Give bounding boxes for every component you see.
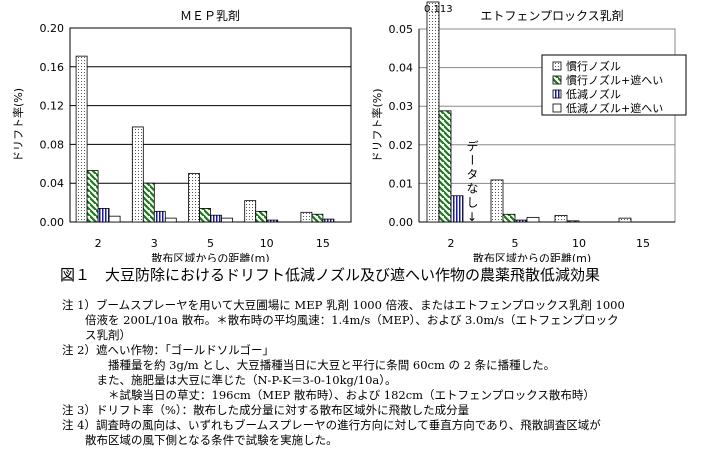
- plot-area: [69, 27, 352, 223]
- note-line: 散布区域の風下側となる条件で試験を実施した。: [62, 433, 338, 447]
- bar: [566, 220, 580, 223]
- bar: [300, 211, 313, 223]
- x-tick-label: 2: [448, 237, 455, 250]
- note-line: ＊試験当日の草丈：196cm（MEP 散布時）、および 182cm（エトフェンプ…: [62, 388, 595, 402]
- bar: [199, 208, 211, 223]
- y-tick-label: 0.03: [389, 100, 414, 113]
- note-line: 注 1）ブームスプレーヤを用いて大豆圃場に MEP 乳剤 1000 倍液、または…: [62, 298, 625, 312]
- bar: [526, 216, 540, 223]
- figure-caption: 図１ 大豆防除におけるドリフト低減ノズル及び遮へい作物の農薬飛散低減効果: [60, 266, 601, 284]
- x-tick-label: 15: [316, 237, 330, 250]
- legend-swatch: [552, 75, 562, 85]
- y-axis-label: ドリフト率(%): [370, 88, 384, 162]
- bar: [311, 213, 324, 223]
- y-tick-label: 0.00: [40, 216, 65, 229]
- x-tick-label: 2: [95, 237, 102, 250]
- y-tick-label: 0.04: [389, 62, 414, 75]
- charts: ＭＥＰ乳剤 0.00 0.04 0.08 0.12 0.16 0.20 2 3 5 10 15 散布区域…: [11, 1, 687, 262]
- y-tick-label: 0.02: [389, 139, 414, 152]
- bar: [108, 215, 121, 223]
- note-line: 注 2）遮へい作物：「ゴールドソルゴー」: [62, 343, 274, 357]
- y-tick-label: 0.12: [40, 100, 65, 113]
- legend-label: 低減ノズル: [566, 87, 621, 101]
- y-tick-label: 0.05: [389, 23, 414, 36]
- y-tick-label: 0.00: [389, 216, 414, 229]
- legend-swatch: [552, 103, 562, 113]
- bar: [131, 126, 144, 223]
- x-tick-label: 10: [260, 237, 274, 250]
- bar: [221, 217, 233, 223]
- bar: [142, 182, 155, 223]
- note-line: ス乳剤）: [62, 328, 131, 342]
- bar: [426, 1, 440, 223]
- legend-swatch: [552, 61, 562, 71]
- note-line: 注 4）調査時の風向は、いずれもブームスプレーヤの進行方向に対して垂直方向であり…: [62, 418, 601, 432]
- note-line: 注 3）ドリフト率（%）：散布した成分量に対する散布区域外に飛散した成分量: [62, 403, 470, 417]
- no-data-annotation: データなし↓: [465, 140, 479, 226]
- bar: [554, 215, 568, 223]
- bar: [86, 170, 99, 223]
- legend-label: 慣行ノズル+遮へい: [566, 73, 663, 87]
- bar: [514, 219, 528, 223]
- bar: [450, 195, 464, 223]
- note-line: 播種量を約 3g/m とし、大豆播種当日に大豆と平行に条間 60cm の 2 条…: [62, 358, 556, 372]
- y-tick-label: 0.08: [40, 138, 65, 151]
- y-tick-label: 0.04: [40, 177, 65, 190]
- bar: [322, 218, 335, 223]
- bar: [164, 217, 177, 223]
- y-tick-label: 0.01: [389, 177, 414, 190]
- bar: [75, 55, 88, 223]
- x-tick-label: 5: [207, 237, 214, 250]
- bar: [618, 217, 632, 223]
- bar: [438, 110, 452, 223]
- note-line: また、施肥量は大豆に準じた（N-P-K＝3-0-10kg/10a）。: [62, 373, 397, 387]
- x-tick-label: 3: [151, 237, 158, 250]
- y-tick-label: 0.16: [40, 61, 65, 74]
- x-tick-label: 5: [512, 237, 519, 250]
- x-tick-label: 10: [572, 237, 586, 250]
- bar: [244, 200, 257, 223]
- bar: [97, 208, 110, 223]
- bar: [255, 210, 268, 223]
- y-axis-label: ドリフト率(%): [11, 88, 25, 162]
- note-line: 倍液を 200L/10a 散布。＊散布時の平均風速：1.4m/s（MEP）、およ…: [62, 313, 619, 327]
- x-axis-label: 散布区域からの距離(m): [151, 251, 269, 262]
- bar: [266, 219, 279, 223]
- bar: [153, 210, 166, 223]
- chart-title: エトフェンプロックス乳剤: [480, 8, 623, 23]
- x-axis-label: 散布区域からの距離(m): [473, 251, 591, 262]
- bar: [210, 214, 222, 223]
- bar: [502, 213, 516, 223]
- legend-label: 低減ノズル+遮へい: [566, 101, 663, 115]
- legend-label: 慣行ノズル: [566, 59, 621, 73]
- clipped-value-label: 0.113: [424, 4, 453, 15]
- bar: [188, 173, 200, 223]
- chart-title: ＭＥＰ乳剤: [180, 8, 240, 23]
- notes: 注 1）ブームスプレーヤを用いて大豆圃場に MEP 乳剤 1000 倍液、または…: [62, 298, 625, 448]
- legend: [541, 54, 687, 116]
- legend-swatch: [552, 89, 562, 99]
- bar: [490, 179, 504, 223]
- y-tick-label: 0.20: [40, 22, 65, 35]
- x-tick-label: 15: [636, 237, 650, 250]
